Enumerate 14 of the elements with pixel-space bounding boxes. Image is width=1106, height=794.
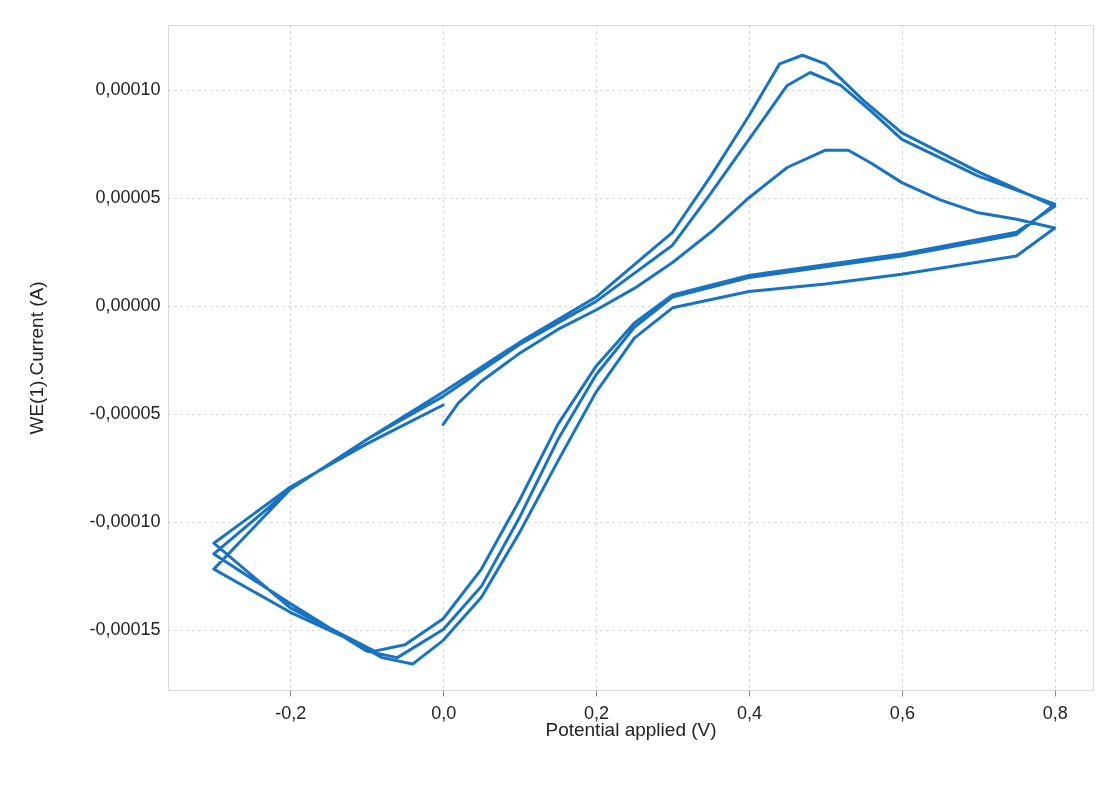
y-tick-label: 0,00000 <box>95 295 161 316</box>
y-axis-title: WE(1).Current (A) <box>26 281 48 435</box>
y-tick-label: 0,00005 <box>95 187 161 208</box>
y-tick-label: -0,00015 <box>89 619 161 640</box>
x-tick-label: -0,2 <box>275 702 307 723</box>
y-tick-label: -0,00010 <box>89 511 161 532</box>
y-tick-label: -0,00005 <box>89 403 161 424</box>
line-series <box>212 53 1057 666</box>
x-tick-label: 0,6 <box>889 702 915 723</box>
x-tick-label: 0,4 <box>736 702 763 723</box>
y-tick-label: 0,00010 <box>95 79 161 100</box>
x-tick-label: 0,0 <box>431 702 457 723</box>
x-tick-label: 0,8 <box>1042 702 1068 723</box>
x-tick-label: 0,2 <box>584 702 610 723</box>
